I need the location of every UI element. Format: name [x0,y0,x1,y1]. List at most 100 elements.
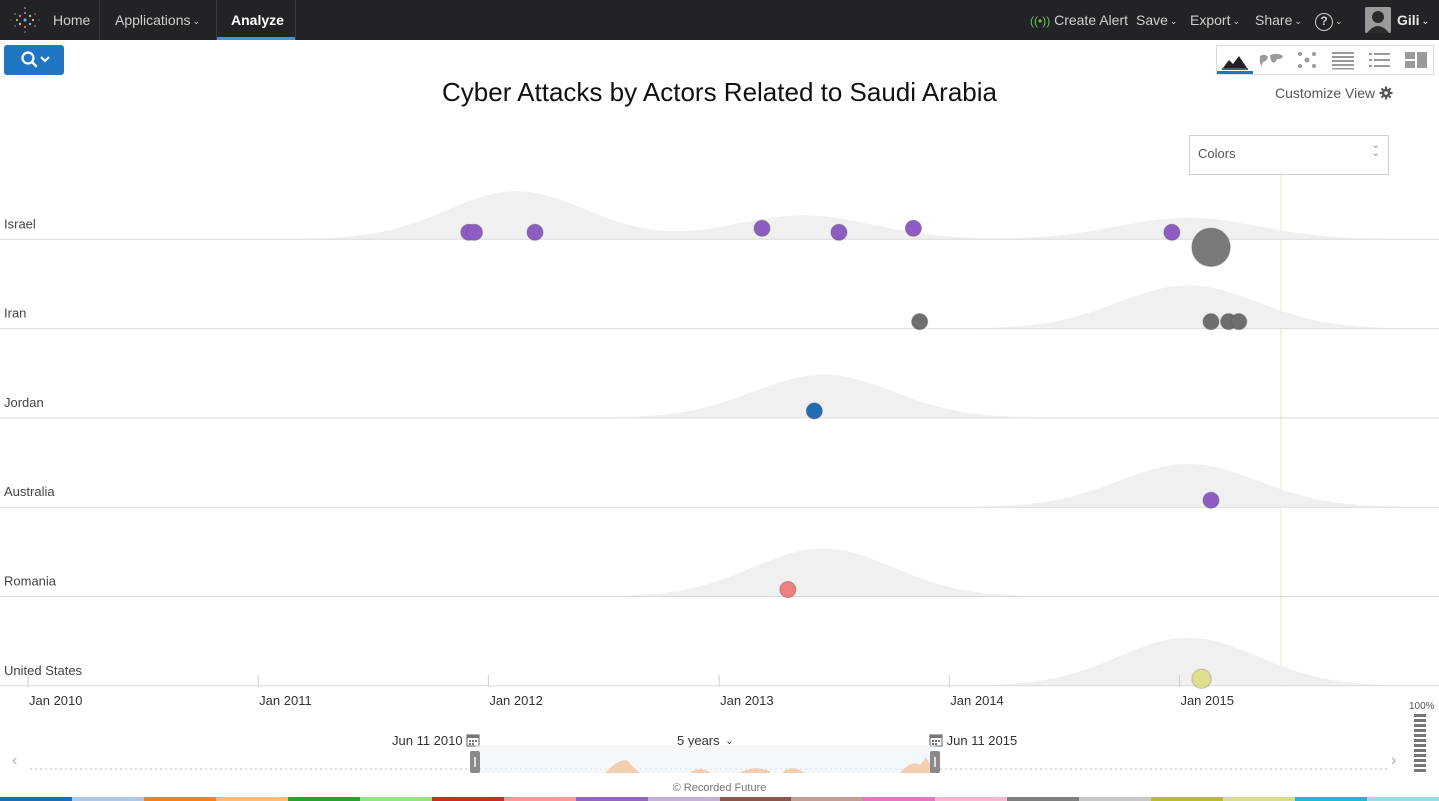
color-strip-segment [863,797,936,801]
chevron-down-icon: ⌄ [1421,16,1430,26]
user-menu[interactable]: Gili ⌄ [1397,0,1429,40]
event-point[interactable] [904,219,922,237]
help-menu[interactable]: ? ⌄ [1315,0,1343,40]
nav-divider [99,0,100,40]
nav-applications-label: Applications [115,12,191,28]
nav-home[interactable]: Home [53,12,91,28]
calendar-icon [929,734,943,747]
event-point[interactable] [465,223,484,241]
search-button[interactable] [4,45,64,75]
colors-dropdown[interactable]: Colors ⌄ ⌄ [1189,135,1389,175]
density-curve [0,548,1439,597]
nav-analyze[interactable]: Analyze [231,12,284,28]
event-point[interactable] [805,402,823,420]
alert-signal-icon: ((•)) [1030,14,1051,28]
color-strip-segment [359,797,432,801]
x-axis-tick-label: Jan 2011 [259,693,312,708]
x-axis-tick-label: Jan 2012 [489,693,543,708]
timeline-overview [30,745,1390,773]
row-label: Jordan [4,395,44,410]
x-axis-tick-label: Jan 2015 [1180,693,1234,708]
customize-view-button[interactable]: Customize View [1275,85,1393,101]
export-menu[interactable]: Export ⌄ [1190,0,1240,40]
row-label: Romania [4,574,57,589]
nav-applications[interactable]: Applications ⌄ [115,0,200,40]
chevron-down-icon: ⌄ [192,16,201,26]
page-title: Cyber Attacks by Actors Related to Saudi… [442,77,997,107]
gear-icon [1379,86,1393,100]
event-point[interactable] [830,223,848,241]
density-curve [0,285,1439,329]
color-strip-segment [1151,797,1224,801]
user-name: Gili [1397,12,1420,28]
timeline-chart: Israel Iran Jordan Australia Romania United S… [0,175,1439,708]
timeline-view-icon [1222,56,1248,70]
footer-credit: © Recorded Future [672,782,767,794]
save-menu[interactable]: Save ⌄ [1136,0,1177,40]
calendar-icon [466,734,480,747]
color-strip-segment [719,797,792,801]
period-selector[interactable]: 5 years ⌄ [677,733,734,748]
event-point[interactable] [1191,227,1231,268]
color-strip-segment [503,797,576,801]
list-view-button[interactable] [1361,46,1397,74]
map-view-icon [1259,53,1283,67]
timeline-left-arrow[interactable]: ‹ [12,752,18,769]
color-strip-segment [935,797,1008,801]
event-point[interactable] [1230,313,1248,331]
timeline-end-handle[interactable] [930,751,940,773]
period-label: 5 years [677,733,720,748]
density-curve [0,464,1439,508]
chevron-down-icon: ⌄ [725,736,734,747]
table-view-button[interactable] [1325,46,1361,74]
zoom-slider[interactable] [1414,714,1426,772]
color-legend-strip [0,797,1439,801]
color-strip-segment [0,797,72,801]
customize-view-label: Customize View [1275,85,1376,101]
event-point[interactable] [1202,313,1220,331]
share-label: Share [1255,12,1293,28]
recorded-future-logo[interactable] [8,4,42,36]
timeline-density [605,757,935,773]
map-view-button[interactable] [1253,46,1289,74]
event-point[interactable] [1202,491,1220,509]
event-point[interactable] [526,223,544,241]
share-menu[interactable]: Share ⌄ [1255,0,1302,40]
timeline-right-arrow[interactable]: › [1391,752,1397,769]
timeline-start[interactable]: Jun 11 2010 [392,733,480,748]
event-point[interactable] [911,313,929,331]
create-alert-button[interactable]: ((•)) Create Alert [1030,0,1128,40]
avatar[interactable] [1365,7,1391,33]
chevron-down-icon: ⌄ [1294,16,1302,26]
nav-active-indicator [217,37,295,40]
colors-dropdown-label: Colors [1198,146,1236,161]
color-strip-segment [575,797,648,801]
timeline-view-button[interactable] [1217,46,1253,74]
timeline-start-handle[interactable] [470,751,480,773]
row-label: Australia [4,484,55,499]
event-point[interactable] [779,580,797,599]
panels-view-button[interactable] [1397,46,1433,74]
x-axis-tick-label: Jan 2013 [720,693,774,708]
chevron-down-icon: ⌄ [1232,16,1241,26]
event-point[interactable] [753,219,771,237]
density-curve [0,191,1439,240]
row-label: Iran [4,306,26,321]
color-strip-segment [287,797,360,801]
network-view-button[interactable] [1289,46,1325,74]
x-axis-tick-label: Jan 2014 [950,693,1004,708]
color-strip-segment [647,797,720,801]
chevron-down-icon: ⌄ [1169,16,1178,26]
row-label: Israel [4,216,36,231]
timeline-selection [475,745,935,773]
timeline-end[interactable]: Jun 11 2015 [929,733,1017,748]
event-point[interactable] [1191,668,1212,689]
density-curve [0,374,1439,418]
timeline-end-date: Jun 11 2015 [946,733,1018,748]
event-point[interactable] [1163,223,1181,241]
list-view-icon [1369,53,1390,67]
timeline-start-date: Jun 11 2010 [392,733,463,748]
search-icon [21,51,50,68]
color-strip-segment [1079,797,1152,801]
row-label: United States [4,663,83,678]
